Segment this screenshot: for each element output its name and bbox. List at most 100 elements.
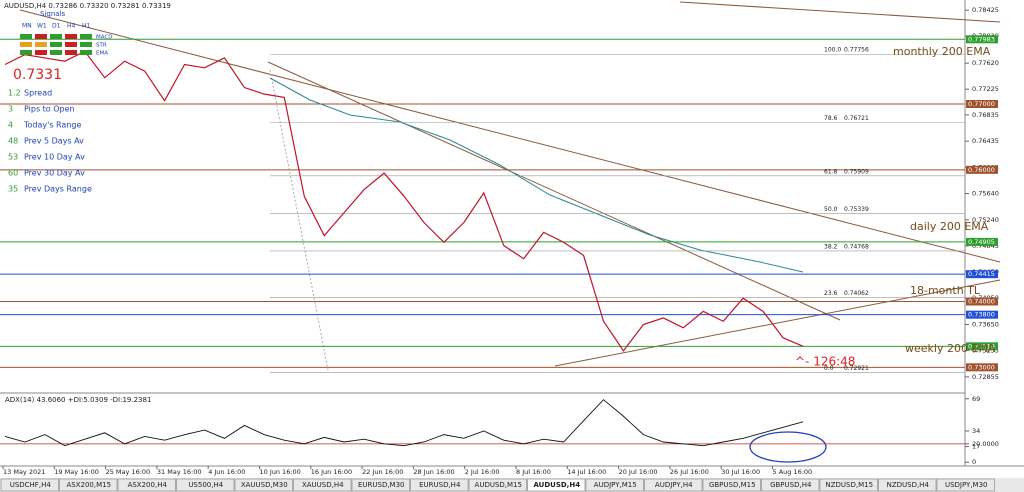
signal-cell — [80, 42, 92, 47]
tab[interactable] — [761, 478, 820, 492]
signal-cell — [80, 34, 92, 39]
stat-value: 3 — [8, 105, 13, 114]
stat-value: 4 — [8, 121, 13, 130]
adx-tick-label: 0 — [972, 458, 976, 466]
level-box — [966, 270, 998, 279]
time-label: 25 May 16:00 — [106, 468, 151, 476]
tab[interactable] — [585, 478, 644, 492]
time-label: 16 Jun 16:00 — [311, 468, 352, 476]
tab[interactable] — [468, 478, 527, 492]
tab[interactable] — [644, 478, 703, 492]
tab-label[interactable]: AUDJPY,M15 — [594, 481, 637, 489]
signal-cell — [35, 34, 47, 39]
level-label: 0.73000 — [968, 363, 995, 371]
fib-price: 0.74768 — [844, 243, 869, 250]
level-label: 0.74905 — [968, 238, 995, 246]
tab[interactable] — [59, 478, 118, 492]
signal-cell — [50, 34, 62, 39]
tab-label[interactable]: USDJPY,M30 — [945, 481, 988, 489]
time-label: 28 Jun 16:00 — [413, 468, 454, 476]
tab[interactable] — [176, 478, 235, 492]
level-box — [966, 237, 998, 246]
ema — [269, 77, 804, 273]
stat-label: Prev 30 Day Av — [24, 169, 85, 178]
y-tick-label: 0.77620 — [972, 59, 999, 67]
tab-label[interactable]: NZDUSD,H4 — [887, 481, 930, 489]
timeframe: MN — [22, 23, 32, 30]
level-label: 0.77000 — [968, 100, 995, 108]
signal-cell — [20, 42, 32, 47]
level-label: 0.74415 — [968, 270, 995, 278]
countdown: ^- 126:48 — [795, 355, 855, 369]
annotation: 18-month TL — [910, 284, 981, 297]
level-box — [966, 165, 998, 174]
level-label: 0.74000 — [968, 297, 995, 305]
annotation: monthly 200 EMA — [893, 45, 991, 58]
tab[interactable] — [936, 478, 995, 492]
price-line — [4, 50, 804, 352]
time-label: 14 Jul 16:00 — [567, 468, 606, 476]
time-label: 30 Jul 16:00 — [721, 468, 760, 476]
stat-label: Prev Days Range — [24, 185, 92, 194]
y-tick-label: 0.75640 — [972, 190, 999, 198]
time-label: 10 Jun 16:00 — [260, 468, 301, 476]
tab[interactable] — [410, 478, 469, 492]
tab-label[interactable]: XAUUSD,H4 — [302, 481, 344, 489]
tab[interactable] — [351, 478, 410, 492]
tab[interactable] — [117, 478, 176, 492]
adx-tick-label: 69 — [972, 395, 980, 403]
signal-cell — [50, 50, 62, 55]
fib-level: 38.2 — [824, 243, 838, 250]
level-label: 0.76000 — [968, 166, 995, 174]
fib-level: 100.0 — [824, 47, 841, 54]
fib-diagonal — [269, 69, 329, 371]
y-tick-label: 0.73650 — [972, 321, 999, 329]
tab-label[interactable]: GBPUSD,M15 — [709, 481, 756, 489]
level-box — [966, 363, 998, 372]
tab[interactable] — [234, 478, 293, 492]
fib-level: 78.6 — [824, 115, 838, 122]
tab[interactable] — [702, 478, 761, 492]
y-tick-label: 0.75240 — [972, 216, 999, 224]
tab[interactable] — [293, 478, 352, 492]
tab[interactable] — [819, 478, 878, 492]
stat-value: 60 — [8, 169, 18, 178]
trendline — [679, 1, 1001, 23]
tab-label[interactable]: US500,H4 — [188, 481, 223, 489]
tab[interactable] — [878, 478, 937, 492]
fib-price: 0.76721 — [844, 115, 869, 122]
fib-level: 61.8 — [824, 168, 838, 175]
time-label: 31 May 16:00 — [157, 468, 202, 476]
indicator: STR — [96, 43, 107, 49]
level-box — [966, 100, 998, 109]
fib-price: 0.77756 — [844, 47, 869, 54]
tab-label[interactable]: USDCHF,H4 — [10, 481, 52, 489]
tab-label[interactable]: ASX200,M15 — [66, 481, 111, 489]
trendline — [19, 9, 1001, 263]
tab-label[interactable]: EURUSD,M30 — [358, 481, 405, 489]
stat-label: Prev 5 Days Av — [24, 137, 84, 146]
tab[interactable] — [527, 478, 586, 492]
stat-label: Spread — [24, 89, 52, 98]
level-box — [966, 342, 998, 351]
tab-label[interactable]: AUDUSD,H4 — [533, 481, 580, 489]
tab-label[interactable]: AUDJPY,H4 — [655, 481, 693, 489]
timeframe: H4 — [67, 23, 76, 30]
adx-line — [4, 399, 804, 447]
tab-label[interactable]: ASX200,H4 — [128, 481, 168, 489]
signal-cell — [20, 34, 32, 39]
signal-cell — [80, 50, 92, 55]
signals-title: Signals — [40, 10, 66, 18]
annotation: weekly 200 EMA — [905, 342, 996, 355]
trendline — [267, 61, 841, 321]
tab-label[interactable]: EURUSD,H4 — [419, 481, 461, 489]
tab[interactable] — [0, 478, 59, 492]
tab-label[interactable]: XAUUSD,M30 — [241, 481, 288, 489]
tab-label[interactable]: GBPUSD,H4 — [770, 481, 812, 489]
tab-label[interactable]: NZDUSD,M15 — [825, 481, 873, 489]
y-tick-label: 0.78425 — [972, 6, 999, 14]
y-tick-label: 0.72855 — [972, 373, 999, 381]
tab-label[interactable]: AUDUSD,M15 — [475, 481, 522, 489]
fib-price: 0.75339 — [844, 206, 869, 213]
